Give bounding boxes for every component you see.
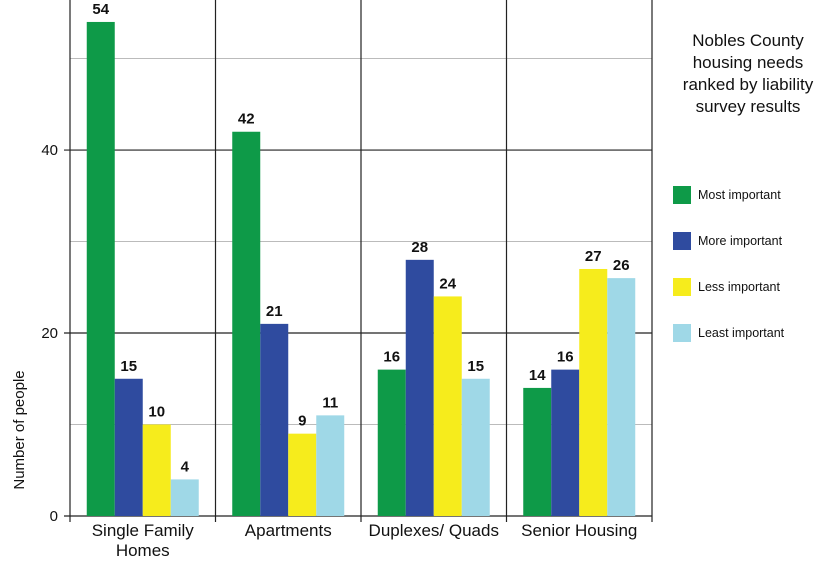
value-label: 9 (298, 413, 306, 430)
bar (607, 278, 636, 516)
y-tick-label: 20 (41, 325, 58, 342)
legend-swatch (673, 278, 691, 296)
bar (316, 415, 345, 516)
value-label: 21 (266, 303, 283, 320)
legend-label: More important (698, 234, 783, 248)
value-label: 4 (181, 458, 190, 475)
x-tick-label: Single Family Homes (91, 521, 194, 560)
value-label: 15 (467, 358, 484, 375)
value-label: 54 (92, 1, 109, 18)
value-label: 14 (529, 367, 546, 384)
value-label: 16 (557, 349, 574, 366)
bar (461, 378, 490, 516)
bar (86, 21, 115, 516)
x-tick-label: Senior Housing (521, 521, 638, 540)
y-tick-label: 0 (50, 508, 58, 525)
value-label: 24 (439, 275, 456, 292)
bar (170, 479, 199, 516)
y-tick-label: 40 (41, 142, 58, 159)
legend-label: Least important (698, 326, 785, 340)
value-label: 16 (383, 349, 400, 366)
value-label: 28 (411, 239, 428, 256)
value-label: 26 (613, 257, 630, 274)
bar (551, 369, 580, 516)
legend-swatch (673, 324, 691, 342)
legend-label: Most important (698, 188, 781, 202)
value-label: 15 (120, 358, 137, 375)
y-axis-label: Number of people (11, 370, 28, 489)
value-label: 11 (322, 394, 338, 411)
bar (433, 296, 462, 516)
value-label: 42 (238, 111, 255, 128)
bar (288, 433, 317, 516)
bar (232, 131, 261, 516)
bar (142, 424, 171, 516)
bar (579, 268, 608, 516)
bar (377, 369, 406, 516)
bar (260, 323, 289, 516)
bar (114, 378, 143, 516)
value-label: 27 (585, 248, 602, 265)
legend-swatch (673, 232, 691, 250)
x-tick-label: Apartments (244, 521, 332, 540)
legend-label: Less important (698, 280, 780, 294)
legend-swatch (673, 186, 691, 204)
chart-title: Nobles County housing needs ranked by li… (682, 31, 814, 116)
x-tick-label: Duplexes/ Quads (368, 521, 499, 540)
bar (405, 259, 434, 516)
bar (523, 387, 552, 516)
value-label: 10 (148, 404, 165, 421)
